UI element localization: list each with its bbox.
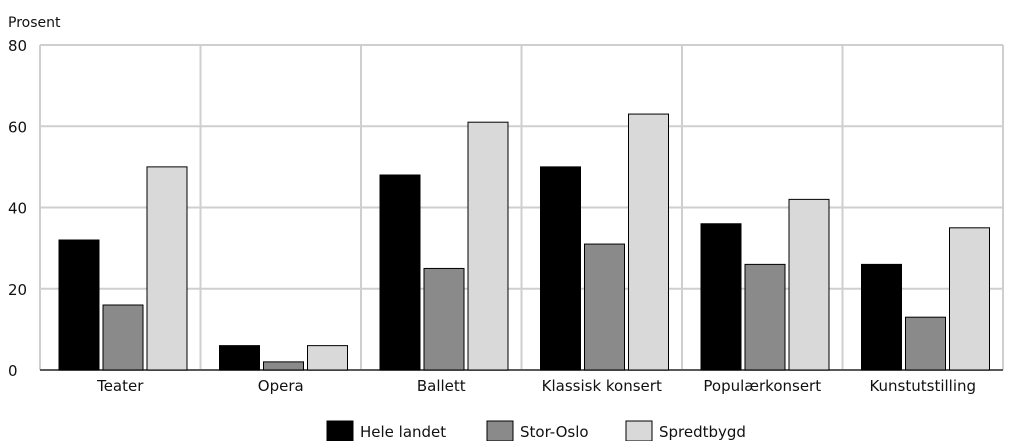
y-tick-label: 20 xyxy=(8,281,27,299)
bar-spredtbygd-5 xyxy=(949,227,990,371)
x-axis-labels: Teater Opera Ballett Klassisk konsert Populæ… xyxy=(96,377,976,395)
bar-stor-oslo-2 xyxy=(423,267,465,371)
bar-spredtbygd-1 xyxy=(307,345,348,371)
bar-stor-oslo-5 xyxy=(905,316,946,371)
y-axis-ticks: 0 20 40 60 80 xyxy=(8,37,27,380)
x-tick-label: Ballett xyxy=(417,377,466,395)
x-tick-label: Opera xyxy=(258,377,304,395)
y-tick-label: 40 xyxy=(8,200,27,218)
y-tick-label: 0 xyxy=(8,362,18,380)
bar-hele-landet-4 xyxy=(700,223,742,371)
legend-swatch xyxy=(326,420,354,441)
legend-item: Hele landet xyxy=(326,420,446,441)
legend-label: Spredtbygd xyxy=(659,423,746,441)
bar-hele-landet-2 xyxy=(379,174,421,371)
x-tick-label: Kunstutstilling xyxy=(869,377,976,395)
bars xyxy=(58,113,990,371)
legend-label: Hele landet xyxy=(360,423,446,441)
x-tick-label: Teater xyxy=(96,377,144,395)
legend-item: Stor-Oslo xyxy=(486,420,589,441)
bar-stor-oslo-0 xyxy=(102,304,144,371)
bar-spredtbygd-4 xyxy=(788,198,830,371)
bar-spredtbygd-3 xyxy=(628,113,669,371)
bar-stor-oslo-4 xyxy=(744,263,786,371)
bar-spredtbygd-0 xyxy=(146,166,188,371)
y-axis-title: Prosent xyxy=(8,15,61,31)
bar-hele-landet-0 xyxy=(58,239,100,371)
y-tick-label: 80 xyxy=(8,37,27,55)
bar-spredtbygd-2 xyxy=(467,121,509,371)
grid xyxy=(39,44,1004,371)
bar-hele-landet-3 xyxy=(540,166,581,371)
y-tick-label: 60 xyxy=(8,118,27,136)
legend: Hele landet Stor-Oslo Spredtbygd xyxy=(326,420,746,441)
legend-swatch xyxy=(625,420,653,441)
bar-stor-oslo-3 xyxy=(584,243,625,371)
legend-label: Stor-Oslo xyxy=(520,423,589,441)
x-tick-label: Populærkonsert xyxy=(703,377,821,395)
bar-hele-landet-1 xyxy=(219,345,260,371)
legend-item: Spredtbygd xyxy=(625,420,746,441)
bar-hele-landet-5 xyxy=(861,263,902,371)
x-tick-label: Klassisk konsert xyxy=(542,377,662,395)
bar-stor-oslo-1 xyxy=(263,361,304,371)
legend-swatch xyxy=(486,420,514,441)
